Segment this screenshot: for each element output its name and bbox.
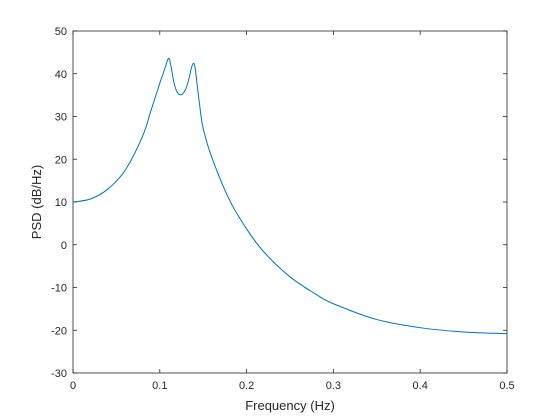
y-tick-label: 50: [55, 26, 67, 38]
plot-area: 0 0.1 0.2 0.3 0.4 0.5 -30 -20 -10 0 10 20 30 40 50: [51, 26, 515, 392]
x-axis-label: Frequency (Hz): [245, 398, 335, 413]
x-tick-label: 0.3: [326, 380, 341, 392]
x-ticks: 0 0.1 0.2 0.3 0.4 0.5: [70, 31, 515, 392]
y-tick-label: 30: [55, 112, 67, 124]
y-tick-label: 20: [55, 154, 67, 166]
y-axis-label: PSD (dB/Hz): [29, 165, 44, 239]
x-tick-label: 0.2: [239, 380, 254, 392]
x-tick-label: 0.1: [152, 380, 167, 392]
y-tick-label: -10: [51, 283, 67, 295]
y-tick-label: -30: [51, 368, 67, 380]
y-tick-label: -20: [51, 325, 67, 337]
psd-series-line: [72, 57, 508, 335]
y-ticks: -30 -20 -10 0 10 20 30 40 50: [51, 26, 507, 380]
y-tick-label: 40: [55, 69, 67, 81]
y-tick-label: 10: [55, 197, 67, 209]
x-tick-label: 0: [70, 380, 76, 392]
axes-box: [72, 30, 508, 374]
x-tick-label: 0.4: [413, 380, 428, 392]
series-lines: [72, 57, 508, 335]
x-tick-label: 0.5: [499, 380, 514, 392]
y-tick-label: 0: [61, 240, 67, 252]
